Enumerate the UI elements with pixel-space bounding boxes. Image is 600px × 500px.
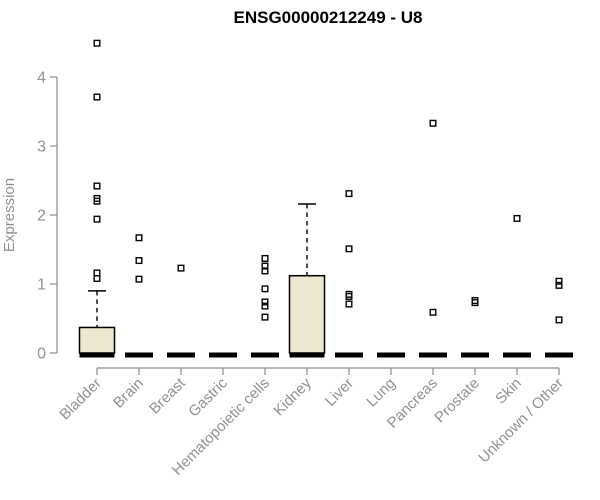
y-tick-label: 1	[37, 277, 46, 294]
outlier-point	[261, 254, 269, 262]
outlier-point	[471, 299, 479, 307]
x-category-label: Prostate	[431, 375, 483, 427]
outlier-point	[135, 275, 143, 283]
y-tick-label: 3	[37, 139, 46, 156]
outlier-point	[345, 245, 353, 253]
outlier-point	[261, 302, 269, 310]
outlier-point	[93, 197, 101, 205]
outlier-point	[345, 300, 353, 308]
outlier-point	[135, 257, 143, 265]
outlier-point	[345, 290, 353, 298]
outlier-point	[93, 215, 101, 223]
outlier-point	[261, 313, 269, 321]
outlier-point	[93, 269, 101, 277]
outlier-point	[513, 214, 521, 222]
chart-title: ENSG00000212249 - U8	[233, 8, 422, 27]
outlier-point	[555, 277, 563, 285]
outlier-point	[345, 292, 353, 300]
outlier-point	[345, 190, 353, 198]
x-category-label: Lung	[363, 375, 399, 411]
x-category-label: Bladder	[56, 375, 105, 424]
y-axis-title: Expression	[1, 178, 18, 252]
box	[78, 326, 116, 354]
outlier-point	[555, 281, 563, 289]
x-category-label: Kidney	[270, 374, 315, 419]
outlier-point	[429, 308, 437, 316]
outlier-point	[93, 93, 101, 101]
y-tick-label: 0	[37, 346, 46, 363]
y-tick-label: 2	[37, 208, 46, 225]
outlier-point	[555, 316, 563, 324]
outlier-point	[471, 297, 479, 305]
outlier-point	[429, 119, 437, 127]
outlier-point	[135, 234, 143, 242]
x-category-label: Skin	[492, 375, 525, 408]
box	[288, 274, 326, 354]
outlier-point	[261, 298, 269, 306]
outlier-point	[177, 264, 185, 272]
outlier-point	[93, 39, 101, 47]
x-category-label: Breast	[146, 374, 189, 417]
outlier-point	[261, 267, 269, 275]
x-category-label: Liver	[322, 375, 357, 410]
outlier-point	[261, 285, 269, 293]
outlier-point	[93, 182, 101, 190]
y-tick-label: 4	[37, 70, 46, 87]
plot-area	[78, 39, 573, 358]
outlier-point	[93, 274, 101, 282]
outlier-point	[261, 262, 269, 270]
x-category-label: Brain	[110, 375, 147, 412]
